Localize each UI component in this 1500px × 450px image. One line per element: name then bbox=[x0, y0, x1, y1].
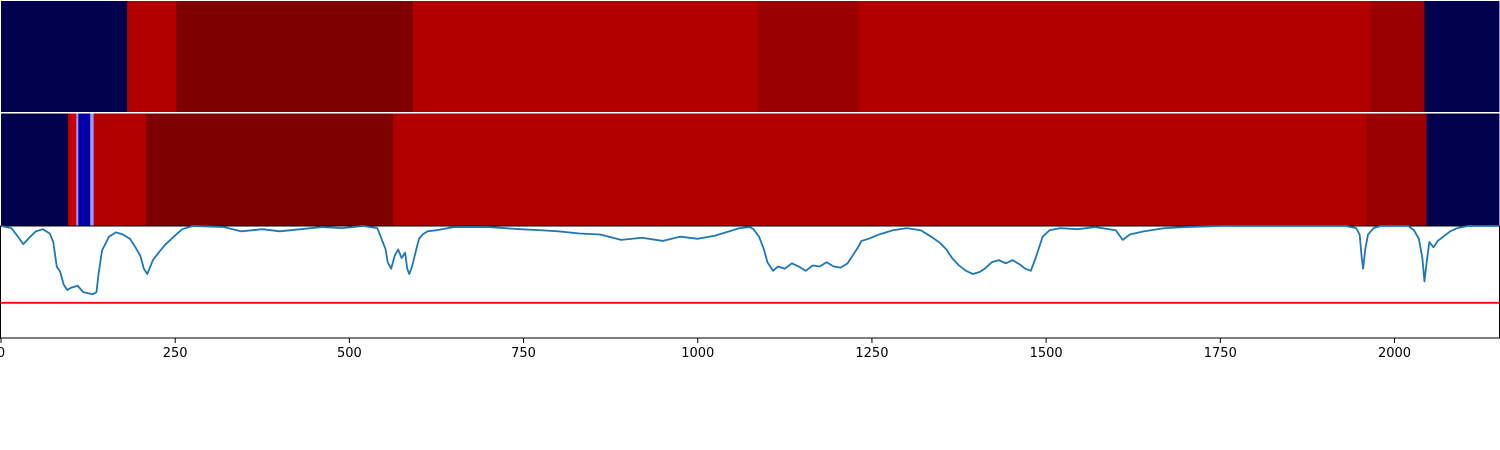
heatmap-top-segment-5 bbox=[858, 1, 1372, 112]
heatmap-bottom-segment-2 bbox=[69, 113, 77, 226]
line-series bbox=[0, 225, 1499, 296]
x-tick-label-1750: 1750 bbox=[1204, 346, 1237, 361]
heatmap-bottom-segment-5 bbox=[90, 113, 95, 226]
heatmap-strip-top bbox=[1, 1, 1500, 112]
heatmap-top-segment-7 bbox=[1424, 1, 1500, 112]
plot-frame bbox=[0, 225, 1500, 339]
x-tick-label-1250: 1250 bbox=[855, 346, 888, 361]
x-axis: 0 250 500 750 1000 1250 1500 1750 2000 bbox=[0, 338, 1411, 361]
heatmap-top-segment-4 bbox=[757, 1, 860, 112]
heatmap-bottom-segment-6 bbox=[93, 113, 147, 226]
heatmap-top-segment-3 bbox=[412, 1, 759, 112]
heatmap-bottom-segment-3 bbox=[76, 113, 79, 226]
heatmap-bottom-segment-9 bbox=[1366, 113, 1427, 226]
heatmap-strip-bottom bbox=[1, 113, 1500, 226]
heatmap-bottom-segment-0 bbox=[1, 113, 69, 226]
x-tick-label-1000: 1000 bbox=[681, 346, 714, 361]
heatmap-top-segment-0 bbox=[1, 1, 128, 112]
heatmap-bottom-segment-8 bbox=[393, 113, 1368, 226]
x-tick-label-750: 750 bbox=[511, 346, 536, 361]
heatmap-divider bbox=[0, 112, 1500, 114]
x-tick-label-0: 0 bbox=[0, 346, 5, 361]
x-tick-label-500: 500 bbox=[337, 346, 362, 361]
heatmap-top-segment-1 bbox=[127, 1, 177, 112]
heatmap-top-segment-6 bbox=[1370, 1, 1425, 112]
line-plot-area bbox=[0, 225, 1500, 339]
x-tick-label-250: 250 bbox=[163, 346, 188, 361]
x-tick-label-1500: 1500 bbox=[1030, 346, 1063, 361]
heatmap-top-segment-2 bbox=[175, 1, 414, 112]
heatmap-bottom-segment-1 bbox=[67, 113, 71, 226]
x-tick-label-2000: 2000 bbox=[1378, 346, 1411, 361]
heatmap-bottom-segment-4 bbox=[78, 113, 91, 226]
heatmap-bottom-segment-10 bbox=[1426, 113, 1500, 226]
line-series-path bbox=[0, 225, 1499, 296]
heatmap-bottom-segment-7 bbox=[145, 113, 394, 226]
